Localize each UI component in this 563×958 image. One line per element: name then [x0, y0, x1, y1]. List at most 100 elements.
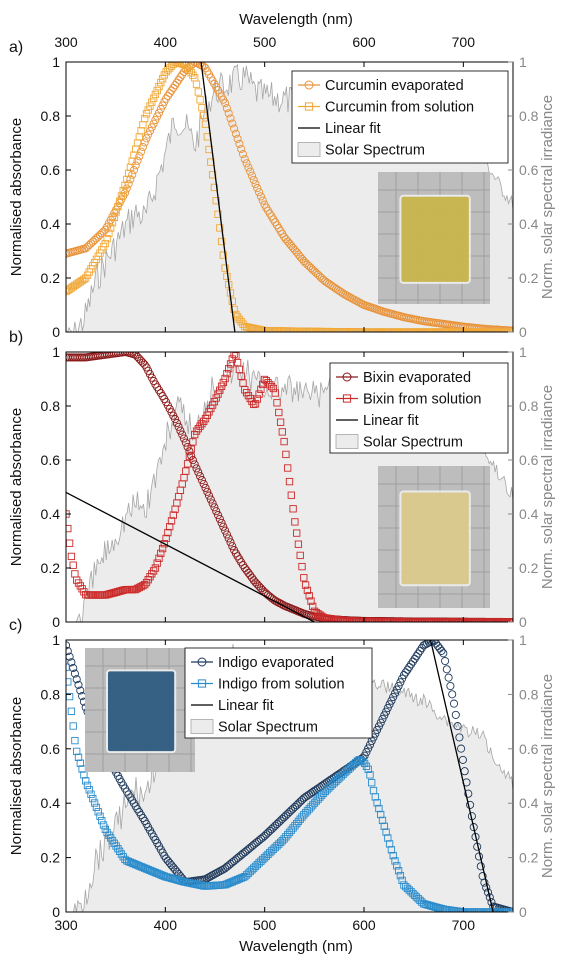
data-point: [373, 799, 381, 807]
data-point: [364, 765, 372, 773]
photo-film: [399, 194, 471, 284]
y-tick-label: 0: [52, 324, 60, 340]
data-point: [76, 686, 85, 695]
data-point: [389, 851, 397, 860]
data-point: [90, 799, 99, 807]
data-point: [201, 483, 210, 492]
y2-tick-label: 0.4: [519, 216, 539, 232]
data-point: [214, 390, 222, 398]
data-point: [67, 658, 76, 667]
data-point: [73, 747, 81, 756]
data-point: [298, 562, 306, 571]
data-point: [226, 538, 235, 547]
y2-tick-label: 0.6: [519, 162, 539, 178]
data-point: [215, 514, 224, 524]
data-point: [107, 224, 115, 232]
legend-label: Indigo evaporated: [218, 655, 334, 671]
data-point: [221, 264, 229, 272]
y-tick-label: 0.2: [41, 270, 61, 286]
data-point: [464, 789, 473, 798]
data-point: [217, 382, 226, 390]
data-point: [174, 422, 183, 431]
data-point: [149, 119, 158, 128]
data-point: [251, 179, 260, 189]
data-point: [213, 511, 223, 520]
data-point: [285, 477, 294, 486]
y-tick-label: 1: [52, 632, 60, 648]
data-point: [439, 649, 448, 658]
data-point: [233, 134, 242, 143]
legend-marker-square: [197, 679, 207, 688]
data-point: [244, 163, 253, 172]
data-point: [210, 183, 219, 192]
data-point: [378, 816, 387, 825]
curcumin-film-photo: [378, 172, 490, 304]
data-point: [210, 503, 219, 512]
y2-axis-title: Norm. solar spectral irradiance: [539, 674, 556, 878]
panel-c: 300 400 500 600 700 0 0 0.2 0.2 0.4 0.4 0.6 0.6 0.8 0.…: [8, 617, 556, 933]
data-point: [230, 124, 239, 133]
data-point: [455, 733, 464, 742]
data-point: [396, 678, 405, 687]
data-point: [219, 251, 227, 259]
data-point: [485, 893, 494, 902]
bottom-x-axis-title: Wavelength (nm): [239, 938, 353, 955]
legend-swatch-solar: [190, 719, 214, 734]
legend-swatch-solar: [297, 142, 321, 157]
legend-label: Curcumin evaporated: [325, 78, 464, 94]
data-point: [228, 297, 236, 305]
data-point: [228, 542, 237, 551]
y2-tick-label: 0.2: [519, 850, 539, 866]
data-point: [375, 804, 383, 813]
data-point: [280, 437, 288, 446]
y2-tick-label: 0.6: [519, 741, 539, 757]
y-tick-label: 0.8: [41, 108, 61, 124]
data-point: [366, 771, 374, 779]
data-point: [389, 692, 398, 702]
data-point: [307, 597, 315, 605]
data-point: [135, 133, 143, 141]
data-point: [247, 171, 257, 180]
linear-fit-line: [200, 62, 236, 332]
plot-frame: [65, 351, 514, 623]
panel-a: 300 400 500 600 700 0 0 0.2 0.2 0.4 0.4 0.6 0.6 0.8 0.…: [8, 34, 556, 340]
data-point: [466, 800, 475, 809]
data-point: [282, 450, 290, 459]
data-point: [256, 192, 265, 201]
data-point: [246, 167, 255, 176]
panel-label: a): [9, 39, 23, 56]
data-point: [217, 237, 226, 246]
data-point: [383, 703, 392, 713]
data-point: [179, 434, 189, 443]
data-point: [85, 786, 93, 794]
y-tick-label: 0.8: [41, 686, 61, 702]
data-point: [289, 505, 297, 513]
data-point: [101, 239, 109, 248]
data-point: [76, 759, 84, 767]
legend-label: Linear fit: [218, 698, 274, 714]
data-point: [187, 445, 195, 453]
data-point: [393, 862, 401, 870]
data-point: [151, 564, 160, 572]
linear-fit-line: [66, 491, 315, 622]
data-point: [80, 771, 88, 779]
series-linear-fit: [200, 62, 236, 332]
y-tick-label: 1: [52, 344, 60, 360]
data-point: [287, 491, 295, 499]
data-point: [251, 400, 260, 408]
data-point: [387, 846, 396, 854]
data-point: [384, 834, 392, 842]
data-point: [151, 90, 160, 99]
legend-marker-circle: [197, 657, 207, 667]
data-point: [105, 229, 113, 238]
data-point: [451, 710, 460, 719]
data-point: [469, 823, 478, 832]
data-point: [435, 644, 444, 653]
data-point: [228, 119, 237, 128]
data-point: [377, 810, 385, 819]
data-point: [226, 360, 235, 368]
data-point: [235, 139, 244, 148]
x-tick-label: 600: [352, 917, 376, 933]
data-point: [200, 111, 208, 120]
x-tick-label: 700: [452, 34, 476, 50]
